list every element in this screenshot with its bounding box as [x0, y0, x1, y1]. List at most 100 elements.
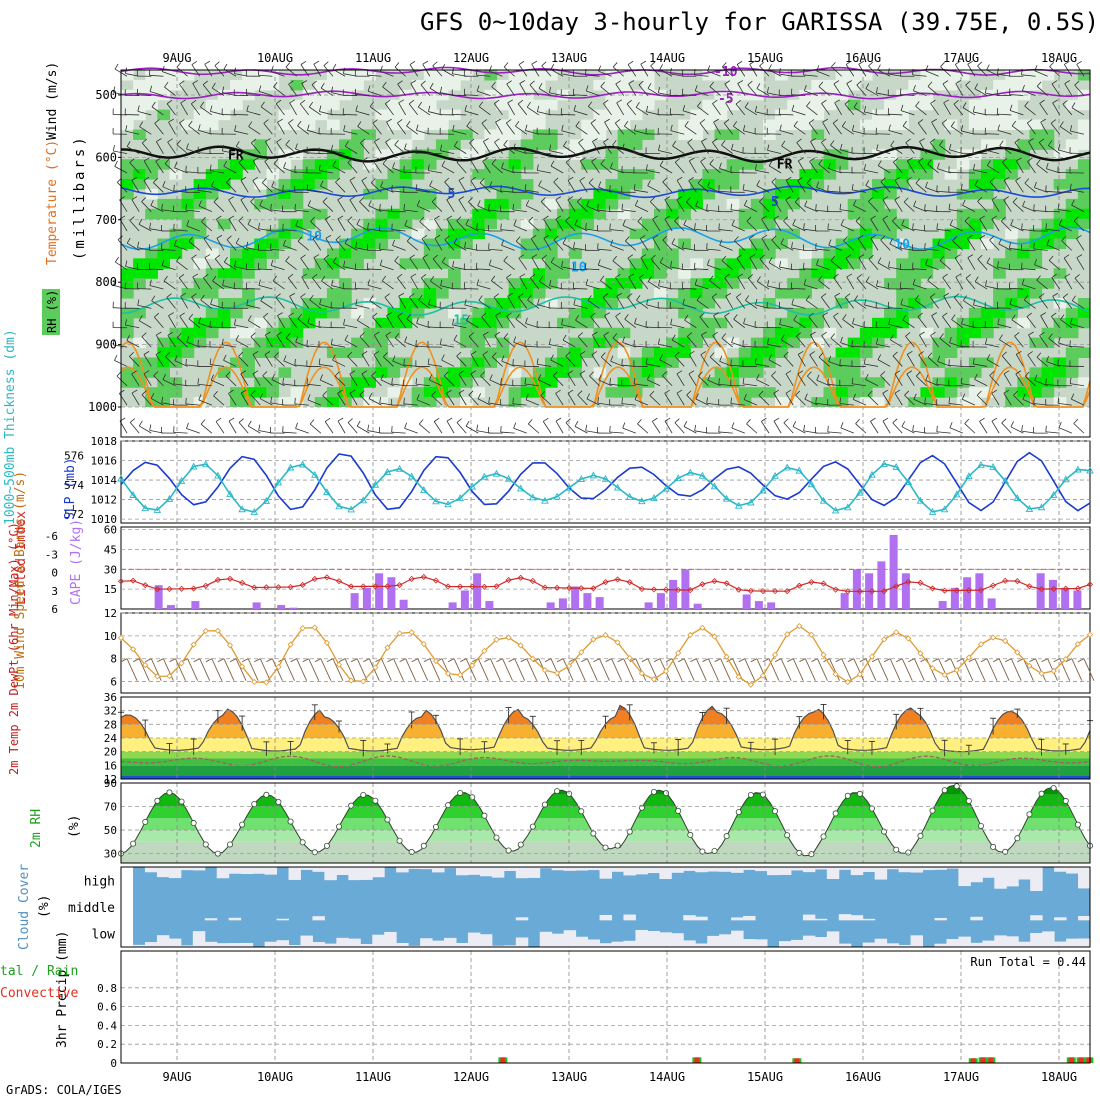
wind-barb-flag	[361, 176, 368, 181]
wind-barb	[465, 425, 479, 434]
wind-barb	[701, 334, 709, 348]
rh-cell	[714, 367, 728, 378]
wind-barb-flag	[488, 203, 490, 211]
rh-cell	[956, 149, 970, 160]
wind-barb	[385, 335, 394, 348]
rh-cell	[399, 159, 413, 170]
wind-10m-barb-flag	[605, 658, 612, 663]
wind-barb-flag	[309, 419, 315, 425]
wind-barb-flag	[600, 275, 605, 281]
wind-barb	[360, 142, 370, 154]
wind-barb	[271, 265, 285, 271]
wind-barb	[552, 375, 564, 387]
rh-cell	[532, 288, 546, 299]
wind-barb-flag	[767, 280, 770, 287]
rh-cell	[484, 129, 498, 140]
wind-barb-flag	[349, 176, 356, 181]
wind-barb	[1048, 260, 1060, 271]
rh-cell	[181, 238, 195, 250]
wind-barb-flag	[672, 140, 677, 147]
rh-cell	[448, 367, 461, 378]
wind-barb	[1034, 187, 1048, 193]
rh-cell	[326, 149, 340, 160]
wind-barb	[1033, 209, 1048, 213]
rh-cell	[678, 238, 691, 250]
wind-barb-flag	[406, 120, 411, 127]
rh-cell	[387, 119, 401, 131]
wind-barb	[1024, 182, 1036, 193]
wind-barb	[129, 220, 140, 232]
wind-10m-barb	[599, 658, 610, 681]
wind-barb-flag	[986, 354, 991, 360]
wind-barb	[470, 354, 479, 367]
wind-speed-marker	[626, 654, 633, 662]
wind-barb	[804, 205, 818, 213]
wind-barb-flag	[307, 200, 311, 207]
wind-barb	[355, 247, 370, 251]
rh-cell	[593, 327, 607, 339]
wind-barb-flag	[394, 333, 400, 339]
wind-barb-flag	[730, 359, 732, 366]
wind-barb-flag	[295, 143, 298, 150]
wind-barb-flag	[416, 394, 420, 400]
wind-barb	[397, 277, 406, 290]
rh-cell	[326, 119, 340, 131]
cape-bar	[852, 569, 861, 609]
wind-barb-flag	[913, 393, 917, 400]
wind-barb-flag	[1011, 120, 1017, 127]
wind-barb	[827, 190, 842, 193]
rh-cell	[544, 377, 558, 388]
wind-barb-flag	[228, 417, 235, 422]
wind-barb	[289, 296, 297, 309]
rh-cell	[993, 159, 1006, 170]
thickness-marker	[662, 484, 670, 492]
wind-barb	[335, 181, 346, 193]
wind-barb-flag	[699, 119, 706, 124]
wind-barb	[452, 113, 467, 116]
wind-barb	[1063, 257, 1073, 270]
wind-10m-barb	[247, 658, 259, 681]
wind-barb	[1003, 393, 1012, 406]
wind-barb-flag	[415, 378, 418, 385]
wind-barb-flag	[203, 235, 210, 240]
wind-barb	[1021, 430, 1036, 434]
rh-cell	[1077, 347, 1091, 359]
wind-barb	[343, 73, 358, 77]
wind-speed-marker	[226, 642, 234, 649]
wind-10m-barb	[344, 658, 356, 681]
wind-speed-marker	[299, 625, 306, 632]
wind-barb	[420, 84, 431, 96]
rh-cell	[896, 258, 909, 269]
wind-barb	[264, 354, 273, 367]
rh-cell	[448, 70, 461, 81]
thickness-marker	[928, 507, 937, 515]
rh-cell	[557, 347, 570, 359]
isotherm-label: FR	[228, 148, 244, 163]
rh-cell	[508, 70, 522, 81]
wind-barb	[803, 268, 818, 271]
wind-barb-flag	[888, 318, 891, 325]
temp-tick-label: 12	[104, 773, 117, 786]
wind-barb	[827, 383, 842, 387]
wind-barb-flag	[319, 105, 322, 112]
wind-barb	[337, 420, 346, 434]
rh-cell	[799, 109, 813, 121]
wind-barb-flag	[942, 80, 949, 85]
rh-cell	[775, 258, 788, 269]
wind-barb-flag	[428, 374, 433, 381]
rh-cell	[1041, 367, 1055, 378]
rh-cell	[399, 109, 413, 121]
wind-barb-flag	[372, 312, 378, 318]
wind-barb	[252, 354, 261, 367]
wind-barb	[1024, 299, 1036, 309]
wind-barb-flag	[384, 293, 390, 298]
rh-fill-band	[121, 818, 1090, 831]
wind-barb-flag	[126, 335, 130, 341]
lifted-index-marker	[190, 585, 197, 592]
wind-barb-flag	[320, 82, 325, 89]
rh-cell	[302, 268, 316, 279]
wind-barb	[313, 257, 322, 270]
wind-barb	[512, 171, 527, 174]
wind-barb-flag	[519, 80, 526, 84]
wind-barb	[579, 180, 588, 193]
